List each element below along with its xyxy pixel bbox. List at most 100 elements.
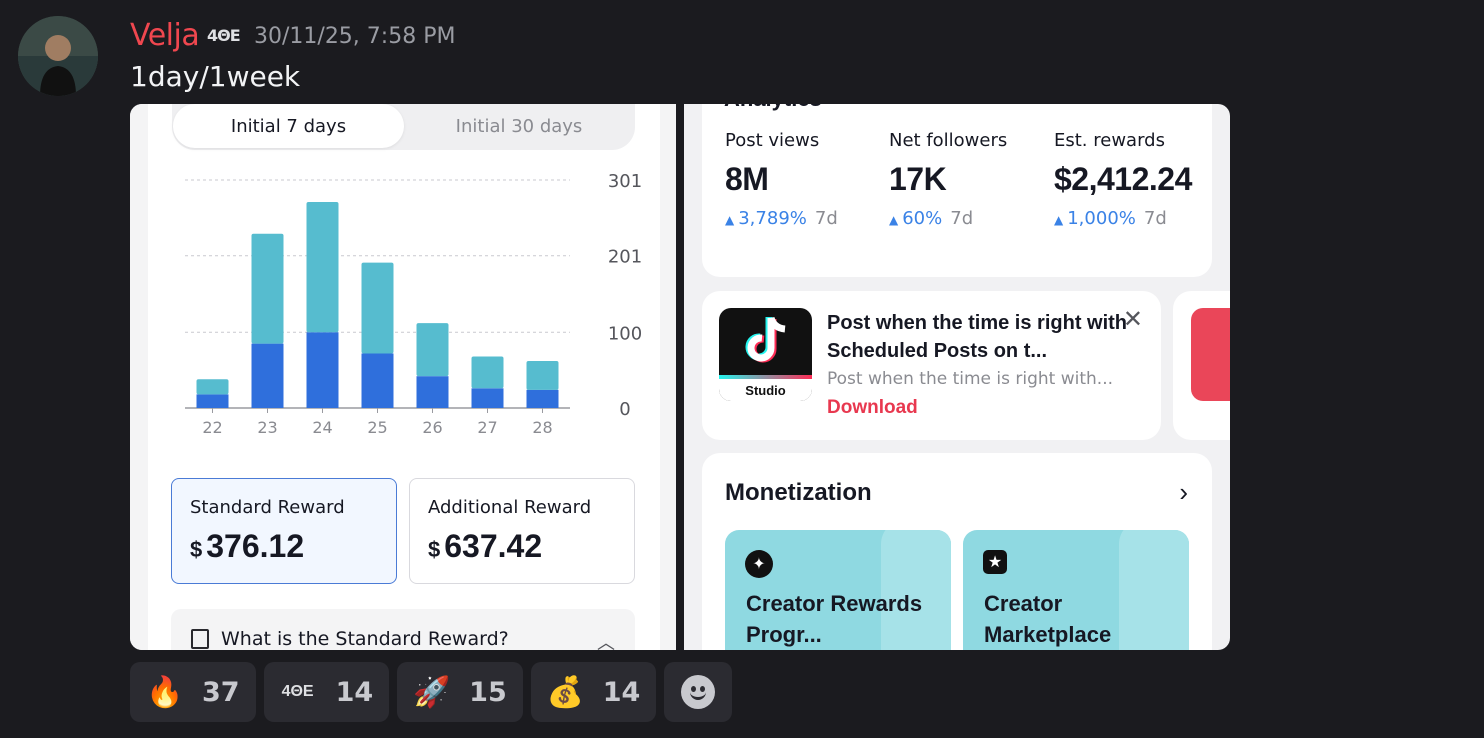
user-avatar[interactable]	[18, 16, 98, 96]
fire-icon: 🔥	[146, 675, 184, 709]
amount-value: 376.12	[206, 528, 305, 564]
amount-value: 637.42	[444, 528, 543, 564]
metric-value: $2,412.24	[1054, 161, 1192, 197]
rewards-bar-chart: 301 201 100 0 22 23 24 25 26 27 28	[185, 171, 642, 437]
money-bag-icon: 💰	[546, 675, 585, 709]
y-tick-label: 301	[608, 171, 642, 192]
image-edge	[130, 104, 148, 650]
bar-segment	[526, 361, 559, 390]
triangle-up-icon: ▲	[889, 213, 899, 227]
bar-segment	[196, 394, 229, 408]
x-tick-label: 28	[532, 418, 552, 437]
analytics-card[interactable]: Analytics › Post views 8M ▲3,789%7d Net …	[702, 104, 1212, 277]
bar-segment	[361, 353, 394, 408]
metric-value: 17K	[889, 161, 947, 197]
tab-initial-7-days[interactable]: Initial 7 days	[173, 104, 404, 148]
message-timestamp: 30/11/25, 7:58 PM	[254, 24, 456, 49]
tile-creator-rewards[interactable]: ✦ Creator Rewards Progr...	[725, 530, 951, 650]
x-tick-label: 26	[422, 418, 442, 437]
tile-label: Creator Marketplace	[984, 591, 1112, 647]
metric-label: Net followers	[889, 130, 1008, 151]
metric-label: Est. rewards	[1054, 130, 1165, 151]
x-tick-label: 24	[312, 418, 332, 437]
reward-amount: $376.12	[190, 528, 378, 565]
bar-segment	[306, 332, 339, 408]
reward-amount: $637.42	[428, 528, 616, 565]
bar-segment	[526, 389, 559, 408]
reactions-bar: 🔥 37 4ΘE 14 🚀 15 💰 14	[130, 662, 733, 722]
y-tick-label: 201	[608, 247, 642, 268]
additional-reward-card[interactable]: Additional Reward $637.42	[409, 478, 635, 584]
rocket-icon: 🚀	[413, 675, 451, 709]
x-tick-label: 22	[202, 418, 222, 437]
sparkle-icon: ✦	[745, 550, 773, 578]
studio-label: Studio	[719, 379, 812, 401]
attachment-image-rewards[interactable]: Initial 7 days Initial 30 days 301 201 100…	[130, 104, 676, 650]
metric-est-rewards: Est. rewards $2,412.24 ▲ 1,000% 7d	[1054, 130, 1192, 229]
flame-app-icon	[1191, 308, 1230, 401]
chevron-right-icon[interactable]: ›	[1183, 104, 1190, 110]
x-tick-label: 25	[367, 418, 387, 437]
y-tick-label: 100	[608, 323, 642, 344]
metric-change: ▲ 3,789% 7d	[725, 208, 838, 229]
faq-standard-reward[interactable]: What is the Standard Reward? ︿	[171, 609, 635, 650]
chevron-right-icon[interactable]: ›	[1179, 477, 1188, 507]
triangle-up-icon: ▲	[725, 213, 735, 227]
book-icon	[191, 629, 209, 649]
bar-segment	[471, 388, 504, 408]
add-reaction-button[interactable]	[664, 662, 733, 722]
reward-title: Additional Reward	[428, 497, 592, 518]
monetization-card[interactable]: Monetization › ✦ Creator Rewards Progr..…	[702, 453, 1212, 650]
y-tick-label: 0	[619, 399, 630, 420]
attachment-image-analytics[interactable]: Analytics › Post views 8M ▲3,789%7d Net …	[684, 104, 1230, 650]
reaction-count: 37	[202, 676, 240, 708]
analytics-title: Analytics	[724, 104, 822, 112]
promo-subtitle: Post when the time is right with...	[827, 369, 1114, 389]
bar-segment	[416, 323, 449, 377]
metric-net-followers: Net followers 17K ▲ 60% 7d	[889, 130, 1007, 229]
bar-segment	[251, 233, 284, 344]
monetization-title: Monetization	[725, 479, 872, 506]
currency-symbol: $	[428, 537, 441, 562]
metric-change: ▲ 1,000% 7d	[1054, 208, 1167, 229]
metric-change: ▲ 60% 7d	[889, 208, 974, 229]
tile-label: Creator Rewards Progr...	[746, 591, 923, 647]
tile-decoration	[881, 530, 951, 650]
bar-segment	[471, 356, 504, 389]
download-link[interactable]: Download	[827, 397, 918, 418]
tile-decoration	[1119, 530, 1189, 650]
bar-segment	[306, 201, 339, 333]
chevron-up-icon[interactable]: ︿	[597, 633, 615, 650]
reaction-money-bag[interactable]: 💰 14	[530, 662, 657, 722]
reaction-count: 14	[602, 676, 641, 708]
tab-initial-30-days[interactable]: Initial 30 days	[455, 115, 583, 137]
period-segmented-control: Initial 7 days Initial 30 days	[172, 104, 635, 150]
message-text: 1day/1week	[130, 60, 301, 93]
faq-question: What is the Standard Reward?	[221, 628, 509, 650]
close-icon[interactable]: ✕	[1122, 306, 1143, 333]
reaction-guild-tag[interactable]: 4ΘE 14	[263, 662, 390, 722]
tiktok-note-icon	[745, 316, 786, 363]
tile-creator-marketplace[interactable]: ★ Creator Marketplace	[963, 530, 1189, 650]
bar-segment	[361, 262, 394, 354]
metric-value: 8M	[725, 161, 769, 197]
next-promo-card-peek[interactable]	[1173, 291, 1230, 440]
standard-reward-card[interactable]: Standard Reward $376.12	[171, 478, 397, 584]
bar-segment	[196, 379, 229, 395]
tiktok-studio-logo: Studio	[719, 308, 812, 401]
reaction-rocket[interactable]: 🚀 15	[397, 662, 523, 722]
metric-label: Post views	[725, 130, 820, 151]
triangle-up-icon: ▲	[1054, 213, 1064, 227]
smiley-icon	[681, 675, 716, 709]
x-tick-label: 27	[477, 418, 497, 437]
reaction-fire[interactable]: 🔥 37	[130, 662, 256, 722]
bar-segment	[416, 376, 449, 408]
username[interactable]: Velja	[130, 18, 200, 53]
user-guild-tag[interactable]: 4ΘE	[207, 26, 241, 45]
logo-accent-bar	[719, 375, 812, 379]
bar-segment	[251, 343, 284, 408]
reaction-count: 15	[469, 676, 507, 708]
image-edge	[660, 104, 676, 650]
reward-title: Standard Reward	[190, 497, 345, 518]
scheduled-posts-promo-card[interactable]: Studio Post when the time is right with …	[702, 291, 1161, 440]
